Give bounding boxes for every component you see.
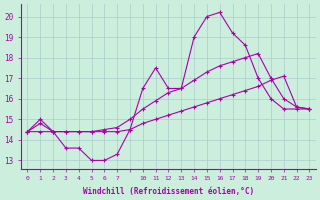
X-axis label: Windchill (Refroidissement éolien,°C): Windchill (Refroidissement éolien,°C): [83, 187, 254, 196]
